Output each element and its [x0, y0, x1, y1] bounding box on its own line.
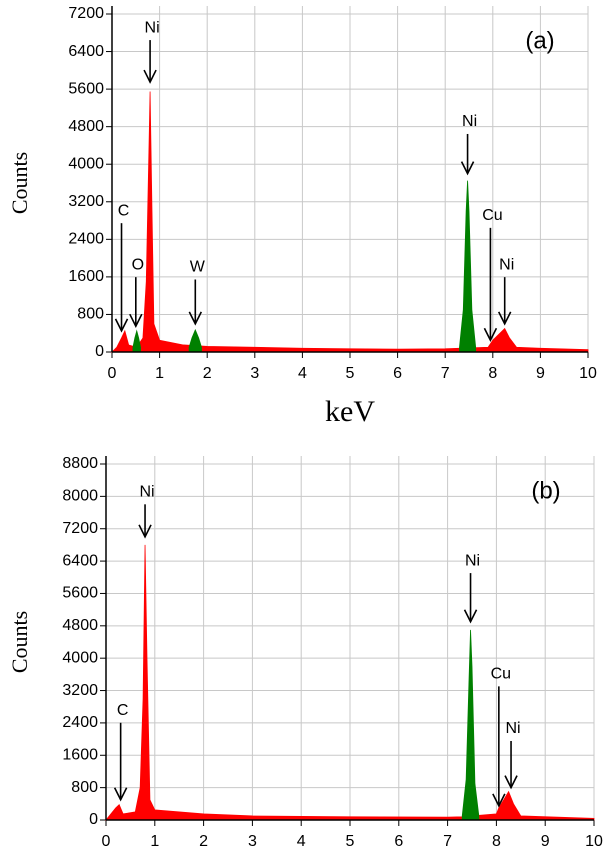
spectrum — [461, 629, 480, 821]
y-axis-label: Counts — [7, 152, 32, 214]
x-tick-label: 3 — [248, 833, 257, 850]
y-tick-label: 1600 — [62, 746, 98, 763]
arrow-head — [143, 69, 157, 84]
x-tick-label: 0 — [108, 365, 117, 382]
peak-label: Ni — [465, 552, 480, 569]
x-tick-label: 9 — [536, 365, 545, 382]
peak-label: Ni — [139, 484, 154, 501]
arrow-head — [483, 327, 498, 343]
spectrum — [105, 544, 595, 821]
y-tick-label: 6400 — [68, 43, 104, 60]
y-tick-label: 4800 — [62, 617, 98, 634]
x-axis-label: keV — [325, 395, 375, 428]
x-tick-label: 5 — [346, 833, 355, 850]
x-tick-label: 8 — [492, 833, 501, 850]
arrow-head — [114, 318, 129, 333]
x-tick-label: 10 — [579, 365, 597, 382]
y-tick-label: 0 — [95, 343, 104, 360]
peak-label: Ni — [499, 256, 514, 273]
arrow-head — [113, 787, 128, 802]
y-tick-label: 8000 — [62, 488, 98, 505]
panel-label: (a) — [525, 27, 554, 54]
x-tick-label: 5 — [346, 365, 355, 382]
x-tick-label: 9 — [541, 833, 550, 850]
x-tick-label: 0 — [102, 833, 111, 850]
arrow-head — [129, 313, 143, 328]
arrow-head — [497, 311, 512, 326]
y-tick-label: 6400 — [62, 552, 98, 569]
peak-label: Ni — [145, 19, 160, 36]
y-tick-label: 5600 — [62, 585, 98, 602]
x-tick-label: 2 — [203, 365, 212, 382]
arrow-head — [460, 161, 475, 176]
y-tick-label: 4000 — [68, 155, 104, 172]
y-tick-label: 7200 — [68, 5, 104, 22]
x-tick-label: 4 — [297, 833, 306, 850]
y-tick-label: 800 — [71, 779, 98, 796]
y-tick-label: 2400 — [62, 714, 98, 731]
arrow-head — [188, 311, 203, 326]
arrow-head — [138, 524, 152, 539]
y-tick-label: 4000 — [62, 649, 98, 666]
panel-label: (b) — [531, 477, 560, 504]
x-tick-label: 6 — [393, 365, 402, 382]
arrow-head — [463, 609, 478, 624]
y-tick-label: 3200 — [68, 193, 104, 210]
peak-label: Cu — [491, 666, 511, 683]
x-tick-label: 6 — [394, 833, 403, 850]
y-tick-label: 5600 — [68, 80, 104, 97]
y-tick-label: 800 — [77, 306, 104, 323]
spectrum — [132, 180, 477, 353]
x-tick-label: 4 — [298, 365, 307, 382]
peak-label: O — [132, 256, 144, 273]
peak-label: C — [117, 702, 129, 719]
x-tick-label: 1 — [150, 833, 159, 850]
y-tick-label: 8800 — [62, 455, 98, 472]
x-tick-label: 1 — [155, 365, 164, 382]
arrow-head — [504, 775, 518, 790]
y-tick-label: 1600 — [68, 268, 104, 285]
y-tick-label: 2400 — [68, 231, 104, 248]
x-tick-label: 7 — [443, 833, 452, 850]
x-tick-label: 8 — [488, 365, 497, 382]
x-tick-label: 10 — [585, 833, 603, 850]
y-tick-label: 4800 — [68, 118, 104, 135]
peak-label: W — [190, 259, 206, 276]
y-tick-label: 0 — [89, 811, 98, 828]
y-tick-label: 7200 — [62, 520, 98, 537]
peak-label: C — [118, 202, 130, 219]
peak-label: Ni — [505, 720, 520, 737]
x-tick-label: 7 — [441, 365, 450, 382]
peak-label: Ni — [462, 113, 477, 130]
x-tick-label: 2 — [199, 833, 208, 850]
y-tick-label: 3200 — [62, 682, 98, 699]
peak-label: Cu — [482, 207, 502, 224]
y-axis-label: Counts — [7, 611, 32, 673]
arrow-head — [492, 793, 506, 808]
x-tick-label: 3 — [250, 365, 259, 382]
